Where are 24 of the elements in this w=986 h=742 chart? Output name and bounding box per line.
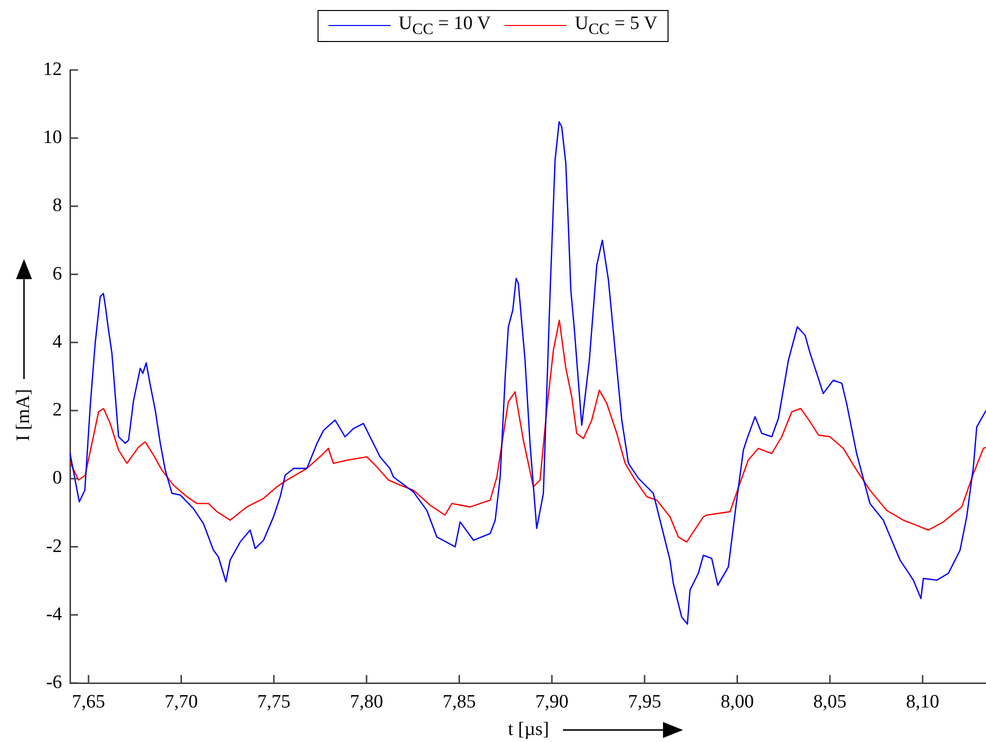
x-tick-label: 7,65 [72, 691, 106, 712]
y-tick-label: 12 [43, 58, 62, 80]
x-tick-label: 7,70 [164, 691, 198, 712]
x-tick-label: 8,10 [906, 691, 940, 712]
x-tick-label: 7,80 [350, 691, 384, 712]
x-tick-label: 7,85 [442, 691, 476, 712]
y-tick-label: 4 [52, 331, 62, 352]
y-axis-title: I [mA] [13, 388, 35, 442]
x-tick-label: 7,95 [628, 691, 662, 712]
y-tick-label: -4 [46, 604, 62, 625]
x-tick-label: 8,00 [720, 691, 754, 712]
y-tick-label: 2 [52, 400, 62, 421]
y-tick-label: 6 [52, 263, 62, 284]
x-axis-title: t [µs] [508, 719, 550, 741]
y-tick-label: 10 [43, 127, 62, 148]
y-tick-label: 8 [52, 195, 62, 216]
x-tick-label: 8,05 [813, 691, 847, 712]
x-tick-label: 7,75 [257, 691, 291, 712]
y-tick-label: -6 [46, 672, 62, 693]
legend-label: U$_{CC}$ = 10 V [398, 13, 491, 39]
x-tick-label: 7,90 [535, 691, 569, 712]
legend-label: U$_{CC}$ = 5 V [574, 13, 658, 39]
y-tick-label: -2 [46, 536, 62, 557]
y-tick-label: 0 [52, 468, 62, 489]
